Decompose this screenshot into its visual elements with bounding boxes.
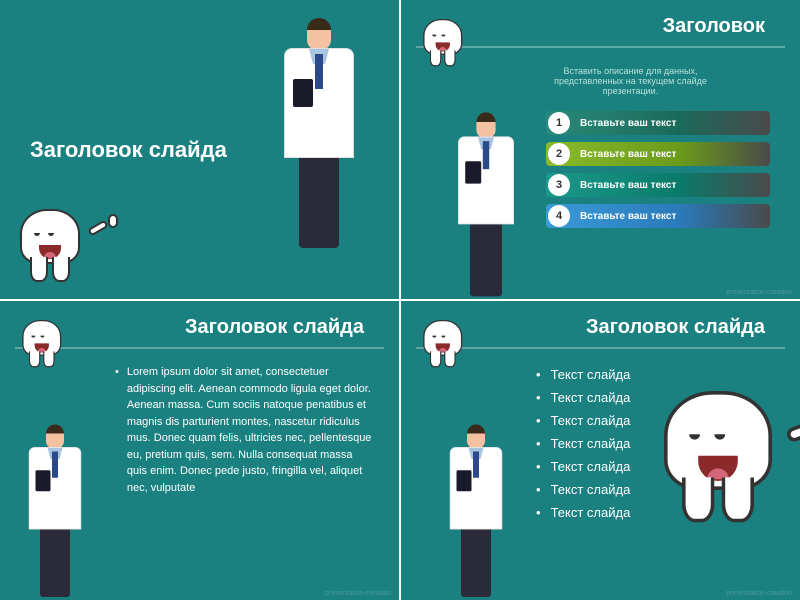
item-list: 1Вставьте ваш текст 2Вставьте ваш текст … <box>546 111 770 228</box>
list-item: 3 Вставьте ваш текст <box>546 173 770 197</box>
item-number: 3 <box>548 174 570 196</box>
slide-4: Заголовок слайда Текст слайда Текст слай… <box>401 301 800 600</box>
doctor-icon <box>439 426 514 600</box>
tooth-icon <box>22 320 68 372</box>
slide-1: Заголовок слайда <box>0 0 399 299</box>
tooth-icon <box>423 320 469 372</box>
tooth-icon <box>423 19 469 71</box>
slide-body: Lorem ipsum dolor sit amet, consectetuer… <box>115 364 374 496</box>
watermark: presentation-creation <box>726 590 792 597</box>
slide-3: Заголовок слайда Lorem ipsum dolor sit a… <box>0 301 399 600</box>
slide-header: Заголовок <box>416 15 785 48</box>
slide-description: Вставить описание для данных, представле… <box>536 66 725 96</box>
item-text: Вставьте ваш текст <box>580 211 676 222</box>
item-text: Вставьте ваш текст <box>580 180 676 191</box>
watermark: presentation-creation <box>325 590 391 597</box>
doctor-icon <box>269 20 369 260</box>
tooth-icon <box>20 209 90 289</box>
list-item: 4 Вставьте ваш текст <box>546 204 770 228</box>
slide-header: Заголовок слайда <box>15 316 384 349</box>
doctor-icon <box>18 426 93 600</box>
slide-title: Заголовок слайда <box>30 137 227 163</box>
item-number: 2 <box>548 143 570 165</box>
slide-2: Заголовок Вставить описание для данных, … <box>401 0 800 299</box>
slide-header: Заголовок слайда <box>416 316 785 349</box>
doctor-icon <box>446 114 526 299</box>
tooth-icon-large <box>664 391 790 535</box>
body-text: Lorem ipsum dolor sit amet, consectetuer… <box>127 364 374 496</box>
list-item: 1 Вставьте ваш текст <box>546 111 770 135</box>
item-text: Вставьте ваш текст <box>580 118 676 129</box>
item-number: 4 <box>548 205 570 227</box>
item-text: Вставьте ваш текст <box>580 149 676 160</box>
list-item: 2 Вставьте ваш текст <box>546 142 770 166</box>
list-item: Текст слайда <box>536 367 785 382</box>
watermark: presentation-creation <box>726 289 792 296</box>
item-number: 1 <box>548 112 570 134</box>
